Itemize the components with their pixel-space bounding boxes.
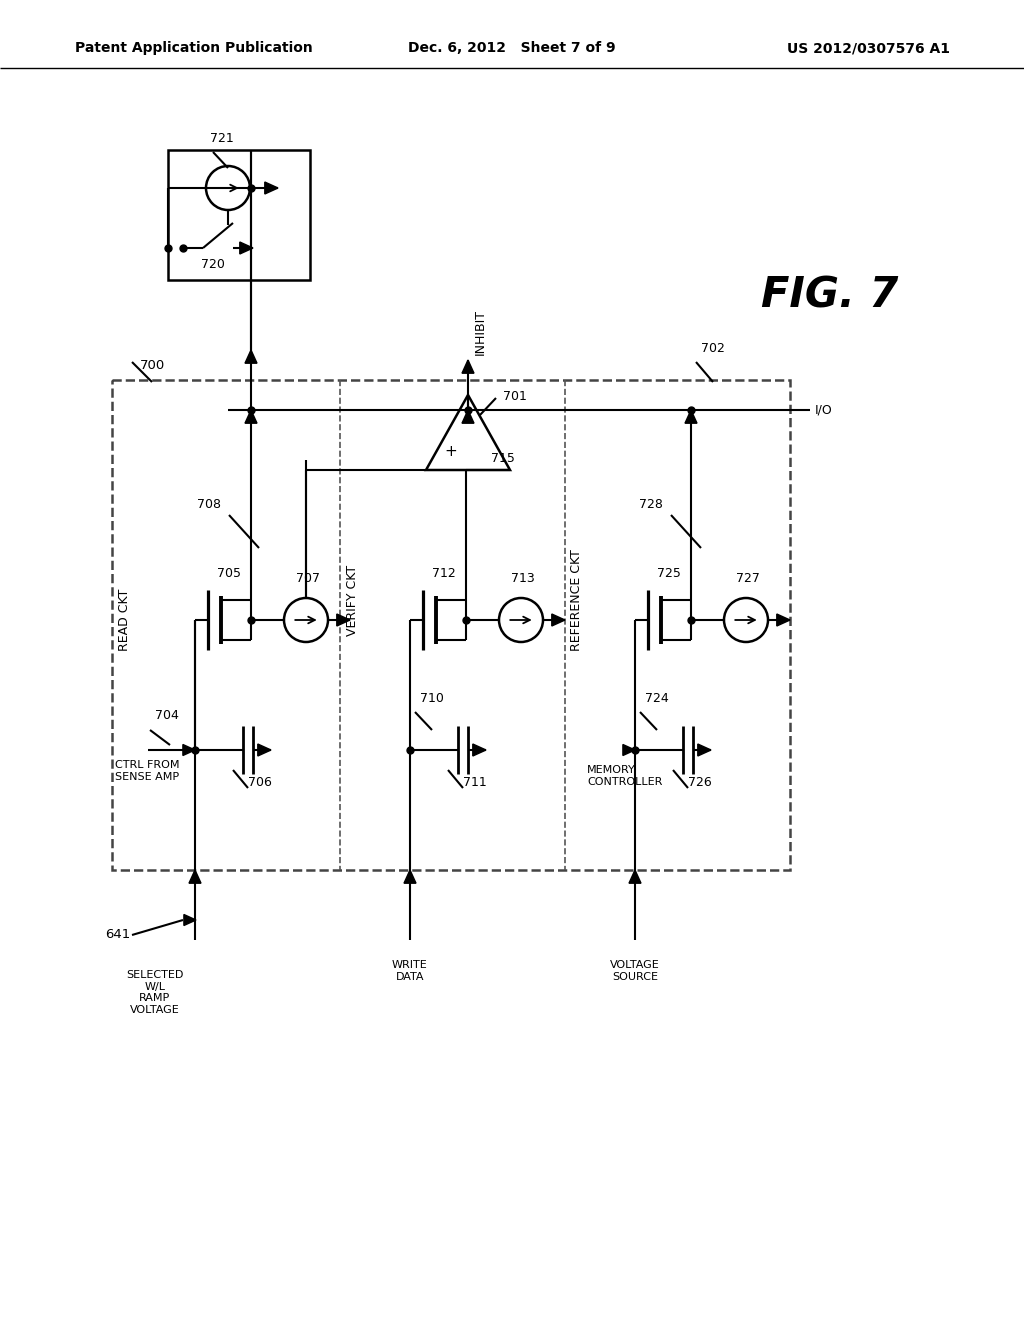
Bar <box>168 150 310 280</box>
Text: 710: 710 <box>420 692 443 705</box>
Text: 721: 721 <box>210 132 233 145</box>
Text: CTRL FROM
SENSE AMP: CTRL FROM SENSE AMP <box>115 760 179 781</box>
Text: 700: 700 <box>140 359 165 372</box>
Polygon shape <box>184 915 196 925</box>
Polygon shape <box>623 744 635 755</box>
Bar <box>112 380 790 870</box>
Text: 724: 724 <box>645 692 669 705</box>
Text: 708: 708 <box>197 499 221 511</box>
Text: 726: 726 <box>688 776 712 789</box>
Text: 727: 727 <box>736 572 760 585</box>
Text: MEMORY
CONTROLLER: MEMORY CONTROLLER <box>587 766 663 787</box>
Text: 705: 705 <box>217 568 241 579</box>
Text: INHIBIT: INHIBIT <box>474 309 487 355</box>
Text: US 2012/0307576 A1: US 2012/0307576 A1 <box>787 41 950 55</box>
Polygon shape <box>552 614 565 626</box>
Polygon shape <box>337 614 350 626</box>
Polygon shape <box>462 360 474 374</box>
Text: 715: 715 <box>492 451 515 465</box>
Text: 720: 720 <box>201 257 225 271</box>
Polygon shape <box>404 870 416 883</box>
Text: 712: 712 <box>432 568 456 579</box>
Polygon shape <box>685 411 697 424</box>
Polygon shape <box>697 744 711 756</box>
Text: 706: 706 <box>248 776 272 789</box>
Text: SELECTED
W/L
RAMP
VOLTAGE: SELECTED W/L RAMP VOLTAGE <box>126 970 183 1015</box>
Text: I/O: I/O <box>815 404 833 417</box>
Text: WRITE
DATA: WRITE DATA <box>392 960 428 982</box>
Polygon shape <box>189 870 201 883</box>
Polygon shape <box>245 411 257 424</box>
Text: 707: 707 <box>296 572 319 585</box>
Polygon shape <box>473 744 486 756</box>
Polygon shape <box>183 744 195 755</box>
Text: 711: 711 <box>463 776 486 789</box>
Polygon shape <box>258 744 271 756</box>
Polygon shape <box>777 614 790 626</box>
Text: READ CKT: READ CKT <box>119 589 131 651</box>
Text: 702: 702 <box>701 342 725 355</box>
Text: REFERENCE CKT: REFERENCE CKT <box>570 549 584 651</box>
Text: 725: 725 <box>657 568 681 579</box>
Text: VERIFY CKT: VERIFY CKT <box>345 565 358 635</box>
Text: +: + <box>444 445 458 459</box>
Polygon shape <box>265 182 278 194</box>
Polygon shape <box>629 870 641 883</box>
Polygon shape <box>240 242 253 253</box>
Text: Patent Application Publication: Patent Application Publication <box>75 41 312 55</box>
Text: Dec. 6, 2012   Sheet 7 of 9: Dec. 6, 2012 Sheet 7 of 9 <box>409 41 615 55</box>
Text: 704: 704 <box>155 709 179 722</box>
Text: 641: 641 <box>104 928 130 941</box>
Text: VOLTAGE
SOURCE: VOLTAGE SOURCE <box>610 960 659 982</box>
Text: 701: 701 <box>503 389 527 403</box>
Text: 728: 728 <box>639 499 663 511</box>
Text: 713: 713 <box>511 572 535 585</box>
Polygon shape <box>462 411 474 424</box>
Polygon shape <box>245 350 257 363</box>
Text: FIG. 7: FIG. 7 <box>761 275 899 315</box>
